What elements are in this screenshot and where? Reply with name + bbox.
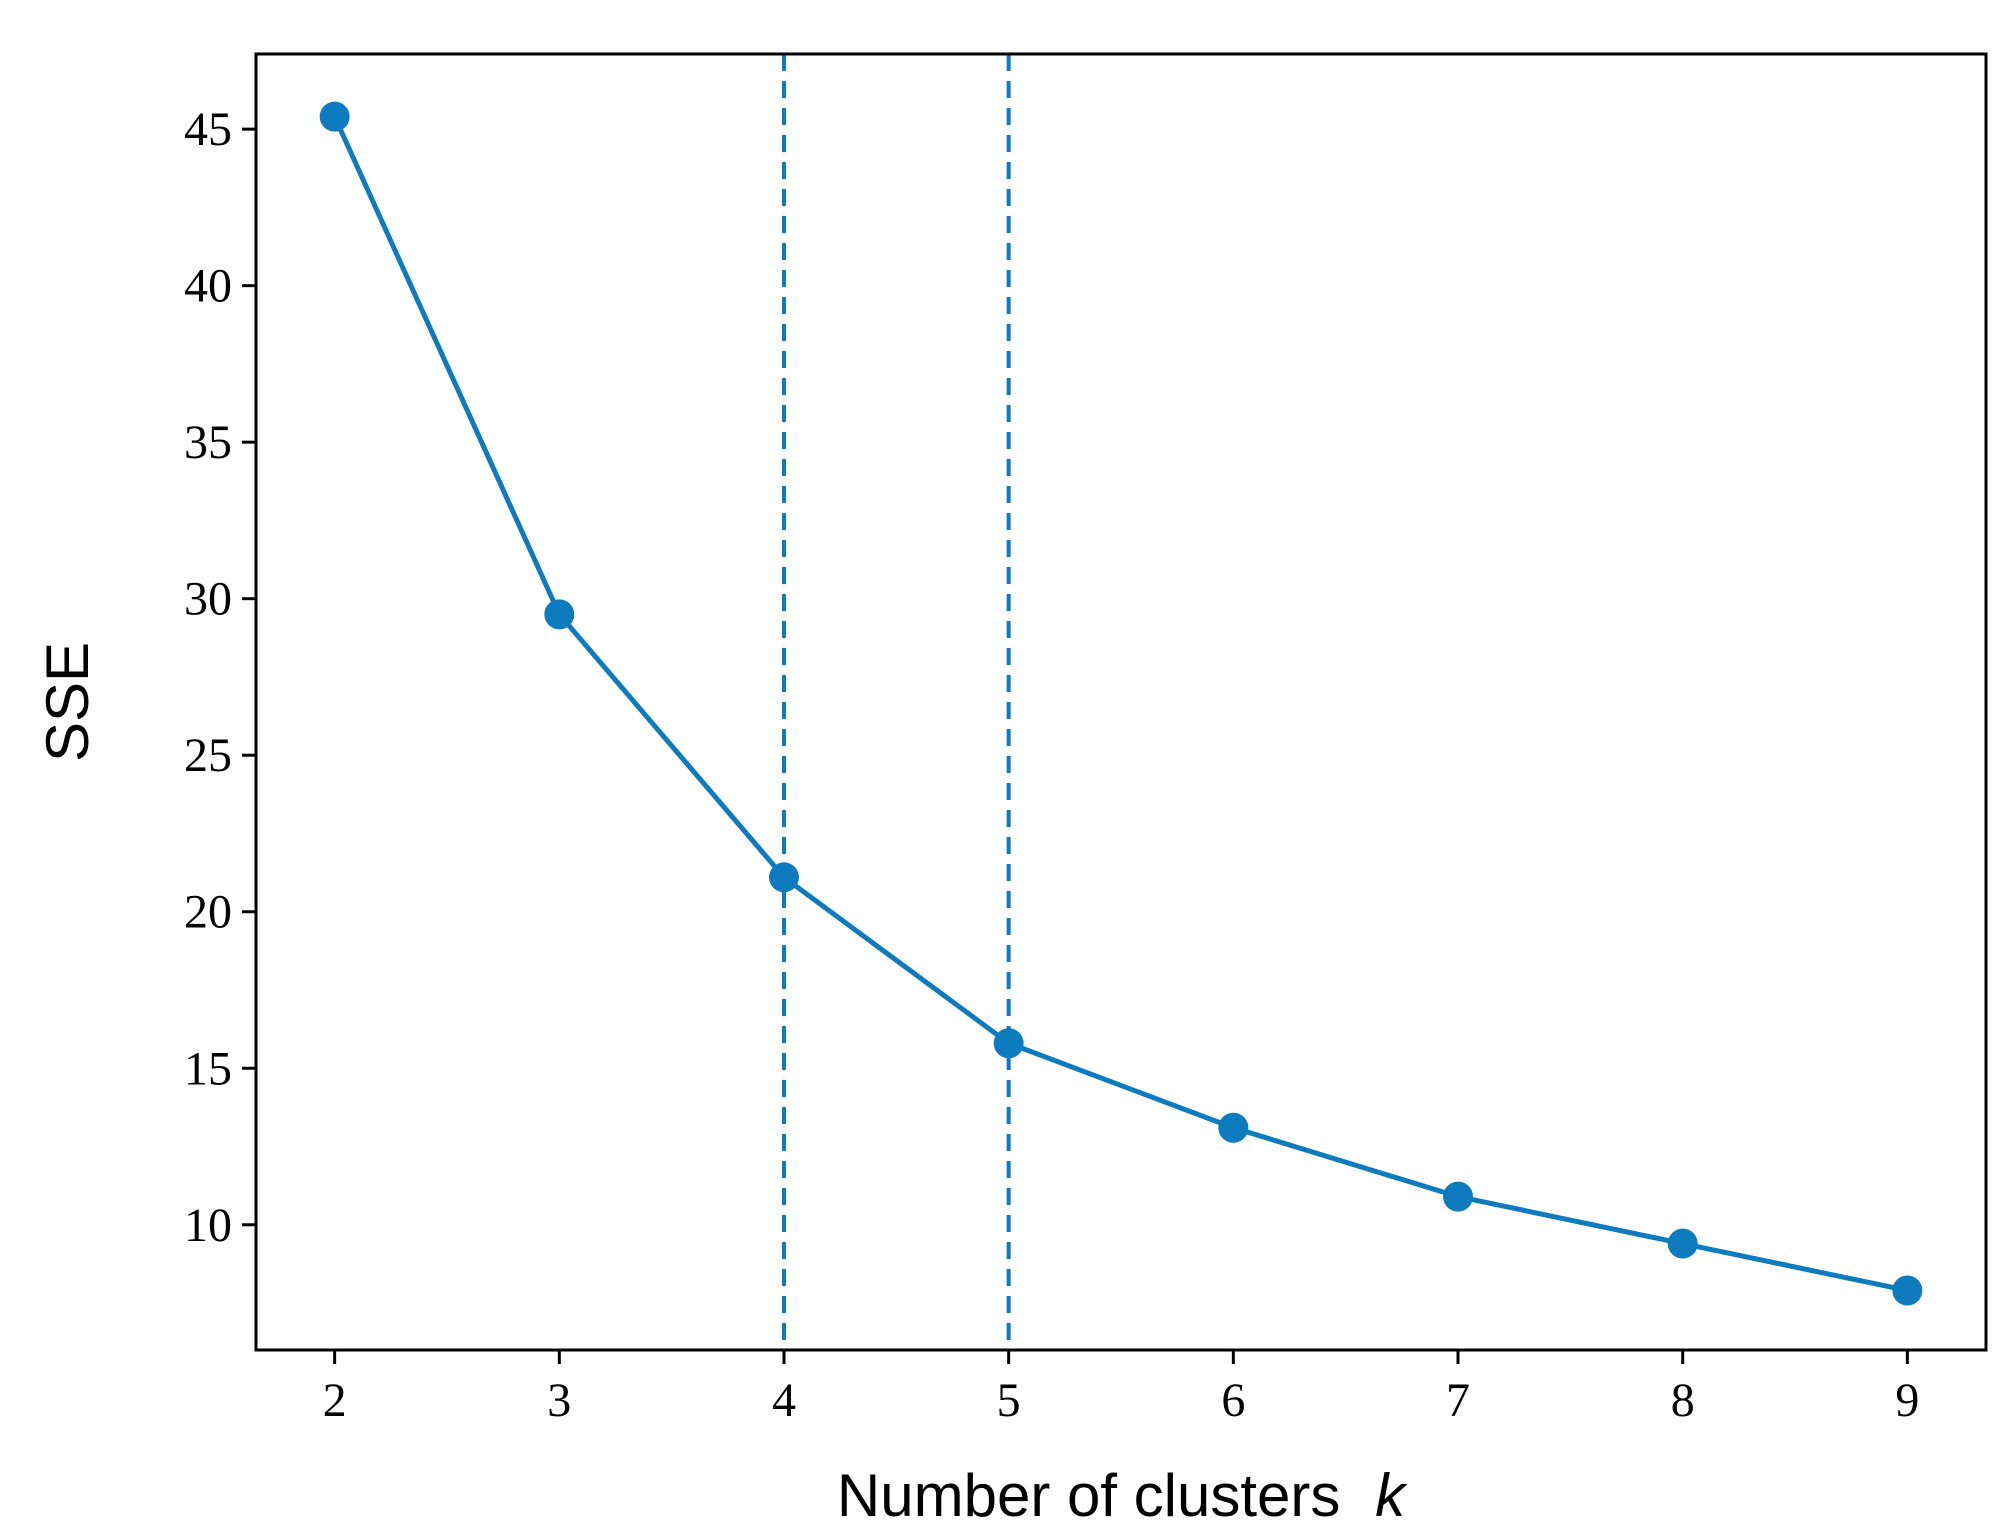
- x-axis-label-variable: k: [1375, 1462, 1408, 1529]
- x-axis-ticks: 2 3 4 5 6 7 8 9: [323, 1350, 1919, 1427]
- y-axis-ticks: 10 15 20 25 30 35 40 45: [184, 103, 256, 1252]
- data-point-k-5: [993, 1028, 1024, 1059]
- plot-frame: [254, 52, 1988, 1352]
- data-point-k-9: [1892, 1275, 1923, 1306]
- y-tick-label: 35: [184, 416, 232, 469]
- y-tick-label: 20: [184, 886, 232, 939]
- data-point-k-7: [1443, 1181, 1474, 1212]
- x-tick-label: 7: [1446, 1374, 1470, 1427]
- x-tick-label: 4: [772, 1374, 796, 1427]
- x-tick-label: 2: [323, 1374, 347, 1427]
- x-tick-label: 9: [1895, 1374, 1919, 1427]
- series-group: [319, 101, 1923, 1306]
- x-tick-label: 3: [547, 1374, 571, 1427]
- y-tick-label: 10: [184, 1199, 232, 1252]
- y-axis-label: SSE: [34, 642, 101, 762]
- data-point-k-2: [319, 101, 350, 132]
- y-tick-label: 30: [184, 573, 232, 626]
- data-point-k-4: [768, 862, 799, 893]
- vertical-reference-lines: [781, 54, 1011, 1350]
- x-tick-label: 6: [1221, 1374, 1245, 1427]
- x-axis-label: Number of clusters k: [837, 1462, 1408, 1529]
- y-tick-label: 40: [184, 260, 232, 313]
- x-tick-label: 5: [997, 1374, 1021, 1427]
- data-point-k-8: [1667, 1228, 1698, 1259]
- y-tick-label: 15: [184, 1042, 232, 1095]
- y-tick-label: 45: [184, 103, 232, 156]
- x-tick-label: 8: [1671, 1374, 1695, 1427]
- y-tick-label: 25: [184, 729, 232, 782]
- x-axis-label-text: Number of clusters: [837, 1462, 1341, 1529]
- data-point-k-6: [1218, 1112, 1249, 1143]
- series-line: [332, 115, 1908, 1293]
- data-point-k-3: [544, 599, 575, 630]
